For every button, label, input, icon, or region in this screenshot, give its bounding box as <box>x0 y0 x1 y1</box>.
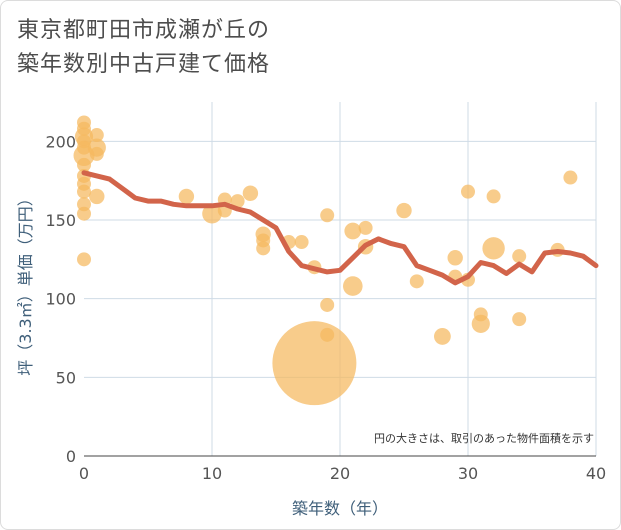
y-tick-label: 150 <box>45 211 76 230</box>
y-tick-label: 200 <box>45 132 76 151</box>
bubble-point <box>447 250 463 266</box>
chart-title-line2: 築年数別中古戸建て価格 <box>17 52 271 77</box>
bubble-point <box>512 312 527 327</box>
bubble-point <box>512 249 527 264</box>
bubble-point <box>396 202 412 219</box>
y-tick-label: 0 <box>66 447 76 466</box>
bubble-point <box>320 297 335 312</box>
chart-title-line1: 東京都町田市成瀬が丘の <box>17 18 271 43</box>
bubble-point <box>409 274 424 289</box>
bubble-point <box>77 157 91 172</box>
bubble-point <box>343 276 363 296</box>
bubble-point <box>294 235 309 250</box>
bubble-point <box>320 327 335 342</box>
bubble-point <box>320 208 335 223</box>
bubble-point <box>89 188 105 205</box>
bubble-point <box>461 184 475 199</box>
trend-line <box>81 170 599 286</box>
bubble-point <box>89 128 104 143</box>
chart-title: 東京都町田市成瀬が丘の 築年数別中古戸建て価格 <box>17 14 270 82</box>
y-tick-label: 50 <box>56 368 76 387</box>
x-tick-labels: 0 10 20 30 40 <box>79 464 606 483</box>
y-axis-title: 坪（3.3㎡）単価（万円） <box>16 190 35 375</box>
x-tick-label: 20 <box>330 464 350 483</box>
bubble-point <box>563 170 578 185</box>
bubble-point <box>482 237 505 260</box>
bubble-point <box>272 321 357 406</box>
y-tick-label: 100 <box>45 290 76 309</box>
bubble-point <box>77 252 91 267</box>
bubble-point <box>230 194 245 209</box>
bubble-point <box>89 146 104 161</box>
bubbles <box>73 115 578 406</box>
bubble-point <box>256 241 271 256</box>
bubble-point <box>358 220 373 235</box>
x-tick-label: 30 <box>458 464 478 483</box>
bubble-point <box>471 314 490 333</box>
bubble-point <box>344 222 362 240</box>
size-note: 円の大きさは、取引のあった物件面積を示す <box>374 431 594 445</box>
x-tick-label: 0 <box>79 464 89 483</box>
y-tick-labels: 0 50 100 150 200 <box>45 132 76 466</box>
grid-lines <box>84 102 597 456</box>
x-tick-label: 10 <box>202 464 222 483</box>
x-axis-title: 築年数（年） <box>292 499 388 518</box>
bubble-point <box>486 189 501 204</box>
bubble-point <box>178 188 195 205</box>
bubble-point <box>242 185 259 201</box>
bubble-point <box>202 203 222 224</box>
bubble-point <box>77 206 91 221</box>
x-tick-label: 40 <box>586 464 606 483</box>
bubble-point <box>434 328 451 345</box>
bubble-point <box>77 184 91 199</box>
